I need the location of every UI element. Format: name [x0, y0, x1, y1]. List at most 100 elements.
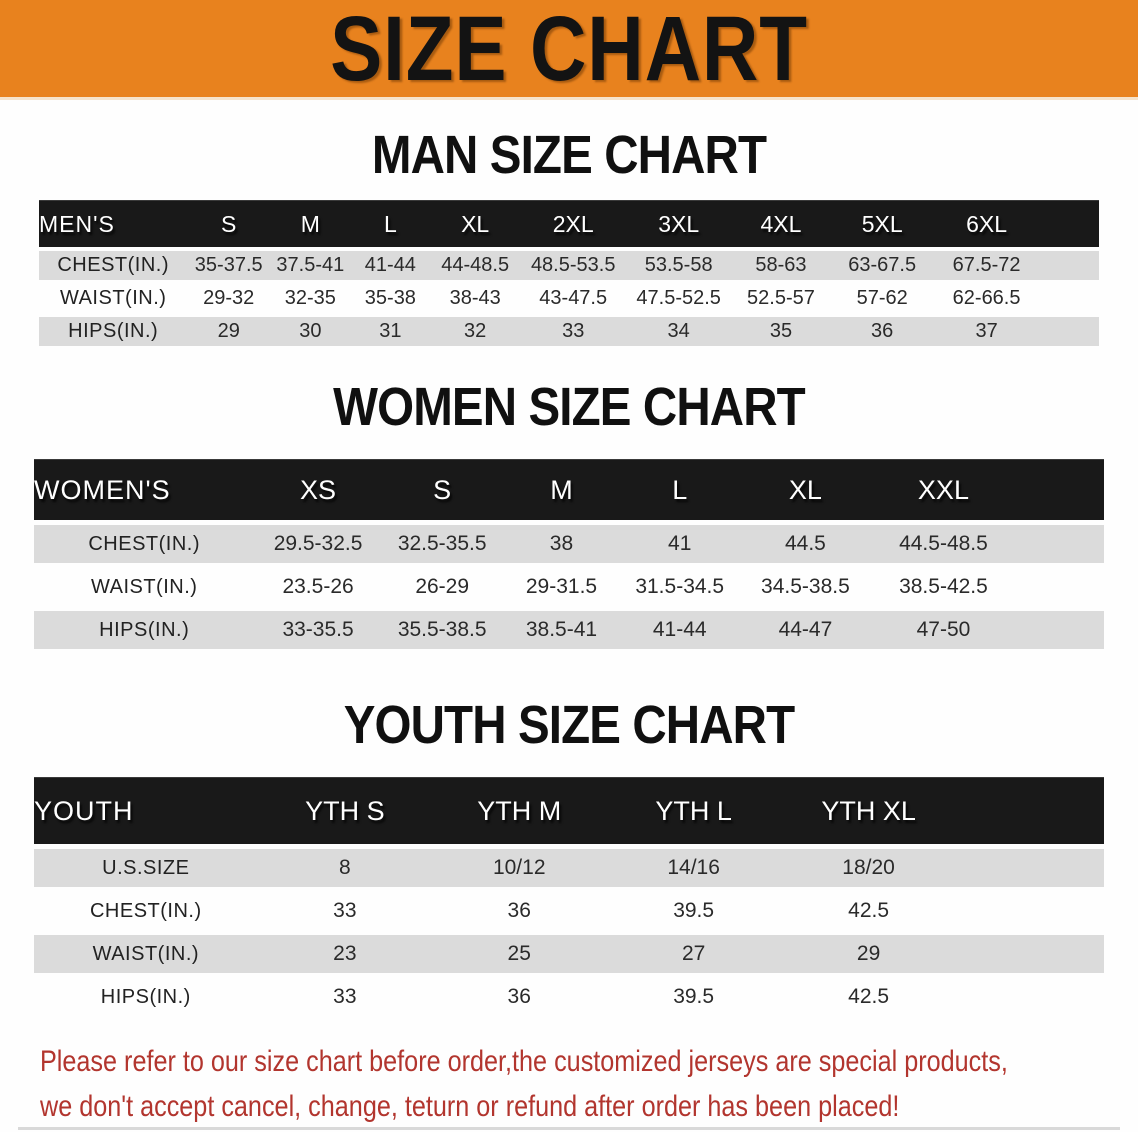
value-cell: 29: [780, 935, 957, 974]
row-label: HIPS(IN.): [39, 317, 188, 347]
size-column-header: 6XL: [933, 200, 1040, 248]
table-header-row: WOMEN'S XS S M L XL XXL: [34, 459, 1104, 521]
size-column-header: L: [620, 459, 740, 521]
size-column-header: XS: [254, 459, 382, 521]
spacer-cell: [1015, 459, 1104, 521]
value-cell: 29.5-32.5: [254, 525, 382, 564]
spacer-cell: [956, 892, 1104, 931]
women-size-table: WOMEN'S XS S M L XL XXL CHEST(IN.) 29.5-32.5 32.5…: [0, 454, 1138, 654]
value-cell: 44-47: [739, 611, 872, 650]
value-cell: 29-32: [187, 284, 271, 314]
size-column-header: L: [350, 200, 431, 248]
value-cell: 25: [432, 935, 607, 974]
table-header-row: YOUTH YTH S YTH M YTH L YTH XL: [34, 777, 1104, 845]
value-cell: 47-50: [871, 611, 1016, 650]
value-cell: 36: [432, 978, 607, 1017]
value-cell: 38: [502, 525, 621, 564]
size-column-header: YTH M: [432, 777, 607, 845]
row-label: HIPS(IN.): [34, 611, 255, 650]
value-cell: 37.5-41: [270, 251, 351, 281]
size-column-header: XL: [430, 200, 521, 248]
disclaimer-line: we don't accept cancel, change, teturn o…: [40, 1090, 900, 1124]
spacer-cell: [1039, 317, 1099, 347]
value-cell: 23.5-26: [254, 568, 382, 607]
value-cell: 29-31.5: [502, 568, 621, 607]
value-cell: 44-48.5: [430, 251, 521, 281]
value-cell: 33: [257, 978, 433, 1017]
table-row: CHEST(IN.) 35-37.5 37.5-41 41-44 44-48.5 48.5…: [39, 251, 1099, 281]
table-corner-label: MEN'S: [39, 200, 188, 248]
table-row: WAIST(IN.) 23.5-26 26-29 29-31.5 31.5-34.5 34…: [34, 568, 1104, 607]
spacer-cell: [956, 777, 1104, 845]
size-column-header: S: [187, 200, 271, 248]
row-label: CHEST(IN.): [34, 892, 258, 931]
value-cell: 35-37.5: [187, 251, 271, 281]
size-column-header: 5XL: [830, 200, 934, 248]
value-cell: 34.5-38.5: [739, 568, 872, 607]
youth-size-table: YOUTH YTH S YTH M YTH L YTH XL U.S.SIZE 8 10/12…: [0, 772, 1138, 1021]
value-cell: 33: [520, 317, 627, 347]
value-cell: 36: [432, 892, 607, 931]
value-cell: 44.5: [739, 525, 872, 564]
spacer-cell: [1039, 251, 1099, 281]
spacer-cell: [956, 849, 1104, 888]
value-cell: 48.5-53.5: [520, 251, 627, 281]
spacer-cell: [1039, 200, 1099, 248]
row-label: U.S.SIZE: [34, 849, 258, 888]
value-cell: 62-66.5: [933, 284, 1040, 314]
size-column-header: XXL: [871, 459, 1016, 521]
value-cell: 38.5-42.5: [871, 568, 1016, 607]
size-column-header: YTH L: [606, 777, 781, 845]
table-row: HIPS(IN.) 33 36 39.5 42.5: [34, 978, 1104, 1017]
value-cell: 14/16: [606, 849, 781, 888]
value-cell: 33: [257, 892, 433, 931]
value-cell: 58-63: [731, 251, 831, 281]
table-corner-label: WOMEN'S: [34, 459, 255, 521]
value-cell: 39.5: [606, 892, 781, 931]
row-label: HIPS(IN.): [34, 978, 258, 1017]
table-row: WAIST(IN.) 23 25 27 29: [34, 935, 1104, 974]
value-cell: 29: [187, 317, 271, 347]
row-label: CHEST(IN.): [34, 525, 255, 564]
value-cell: 41-44: [620, 611, 740, 650]
value-cell: 26-29: [381, 568, 503, 607]
value-cell: 35: [731, 317, 831, 347]
value-cell: 32-35: [270, 284, 351, 314]
size-column-header: M: [502, 459, 621, 521]
size-column-header: XL: [739, 459, 872, 521]
size-column-header: 2XL: [520, 200, 627, 248]
value-cell: 35-38: [350, 284, 431, 314]
value-cell: 10/12: [432, 849, 607, 888]
value-cell: 33-35.5: [254, 611, 382, 650]
value-cell: 30: [270, 317, 351, 347]
table-corner-label: YOUTH: [34, 777, 258, 845]
row-label: WAIST(IN.): [39, 284, 188, 314]
value-cell: 52.5-57: [731, 284, 831, 314]
value-cell: 67.5-72: [933, 251, 1040, 281]
value-cell: 38.5-41: [502, 611, 621, 650]
spacer-cell: [1015, 611, 1104, 650]
value-cell: 32.5-35.5: [381, 525, 503, 564]
size-column-header: YTH XL: [780, 777, 957, 845]
size-column-header: M: [270, 200, 351, 248]
table-row: U.S.SIZE 8 10/12 14/16 18/20: [34, 849, 1104, 888]
value-cell: 36: [830, 317, 934, 347]
value-cell: 57-62: [830, 284, 934, 314]
size-column-header: 4XL: [731, 200, 831, 248]
value-cell: 41-44: [350, 251, 431, 281]
value-cell: 43-47.5: [520, 284, 627, 314]
value-cell: 63-67.5: [830, 251, 934, 281]
size-column-header: 3XL: [626, 200, 732, 248]
banner: SIZE CHART: [0, 0, 1138, 100]
value-cell: 42.5: [780, 978, 957, 1017]
size-column-header: S: [381, 459, 503, 521]
spacer-cell: [956, 978, 1104, 1017]
value-cell: 42.5: [780, 892, 957, 931]
disclaimer-line: Please refer to our size chart before or…: [40, 1045, 1008, 1079]
value-cell: 38-43: [430, 284, 521, 314]
value-cell: 47.5-52.5: [626, 284, 732, 314]
youth-section-heading: YOUTH SIZE CHART: [343, 695, 795, 756]
spacer-cell: [1039, 284, 1099, 314]
page-title: SIZE CHART: [330, 0, 808, 100]
